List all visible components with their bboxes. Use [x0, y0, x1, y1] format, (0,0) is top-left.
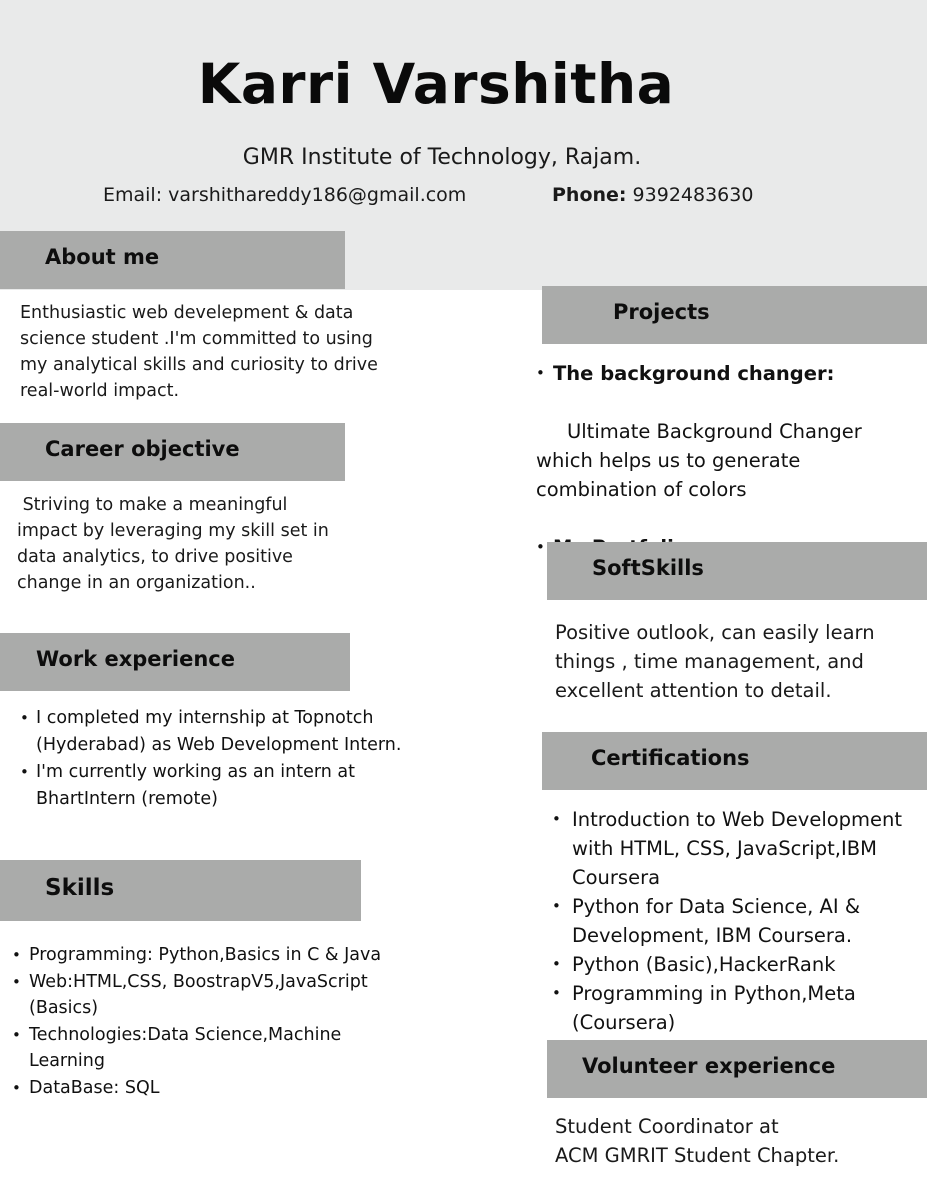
certifications-list: Introduction to Web Development with HTM… [552, 805, 912, 1037]
list-item: Programming in Python,Meta (Coursera) [552, 979, 912, 1037]
section-header-projects: Projects [542, 286, 927, 344]
contact-line: Email: varshithareddy186@gmail.com Phone… [103, 184, 753, 206]
volunteer-line-2: ACM GMRIT Student Chapter. [555, 1144, 840, 1167]
section-header-career: Career objective [0, 423, 345, 481]
list-item: I'm currently working as an intern at Bh… [20, 759, 405, 812]
section-title-work: Work experience [36, 647, 235, 671]
softskills-text: Positive outlook, can easily learn thing… [555, 621, 875, 702]
email-text[interactable]: Email: varshithareddy186@gmail.com [103, 184, 467, 206]
list-item: Introduction to Web Development with HTM… [552, 805, 912, 892]
career-text: Striving to make a meaningful impact by … [17, 495, 335, 593]
projects-list: The background changer: Ultimate Backgro… [536, 359, 921, 562]
list-item: Web:HTML,CSS, BoostrapV5,JavaScript (Bas… [12, 969, 417, 1022]
skills-list: Programming: Python,Basics in C & Java W… [12, 942, 417, 1101]
section-title-about: About me [45, 245, 160, 269]
section-header-softskills: SoftSkills [547, 542, 927, 600]
section-title-volunteer: Volunteer experience [582, 1054, 836, 1078]
project-description: Ultimate Background Changer which helps … [536, 420, 868, 501]
institute-name: GMR Institute of Technology, Rajam. [242, 145, 642, 170]
section-header-skills: Skills [0, 860, 361, 921]
phone-value: 9392483630 [626, 184, 754, 206]
list-item: Programming: Python,Basics in C & Java [12, 942, 417, 969]
section-header-certifications: Certifications [542, 732, 927, 790]
section-title-softskills: SoftSkills [592, 556, 704, 580]
list-item: Python for Data Science, AI & Developmen… [552, 892, 912, 950]
about-text: Enthusiastic web develepment & data scie… [20, 303, 378, 401]
volunteer-text: Student Coordinator at ACM GMRIT Student… [555, 1112, 915, 1170]
section-header-work: Work experience [0, 633, 350, 691]
section-title-career: Career objective [45, 437, 240, 461]
phone-label: Phone: [552, 184, 627, 206]
project-name: The background changer: [553, 362, 835, 385]
work-list: I completed my internship at Topnotch (H… [20, 705, 405, 812]
section-header-volunteer: Volunteer experience [547, 1040, 927, 1098]
list-item: Python (Basic),HackerRank [552, 950, 912, 979]
list-item: I completed my internship at Topnotch (H… [20, 705, 405, 758]
section-title-skills: Skills [45, 875, 115, 901]
section-title-projects: Projects [613, 300, 710, 324]
section-header-about: About me [0, 231, 345, 289]
phone-text: Phone: 9392483630 [552, 184, 753, 206]
section-title-certifications: Certifications [591, 746, 750, 770]
list-item: Technologies:Data Science,Machine Learni… [12, 1022, 417, 1075]
list-item: The background changer: [536, 359, 921, 388]
volunteer-line-1: Student Coordinator at [555, 1115, 779, 1138]
list-item: DataBase: SQL [12, 1075, 417, 1102]
candidate-name: Karri Varshitha [197, 52, 675, 116]
